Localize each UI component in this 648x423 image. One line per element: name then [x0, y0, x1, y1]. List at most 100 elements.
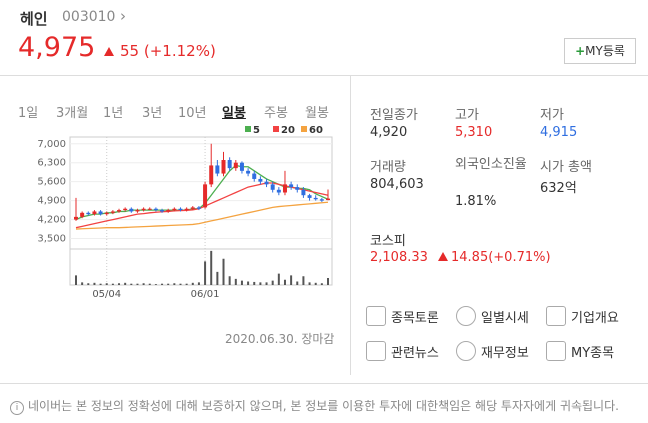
candle-body [129, 208, 134, 212]
index-change: 14.85(+0.71%) [438, 250, 551, 265]
volume-bar [93, 282, 96, 285]
volume-bar [216, 271, 219, 285]
candle-body [92, 211, 97, 215]
link[interactable]: 종목토론 [391, 311, 439, 326]
change-pct: (+1.12%) [143, 42, 216, 60]
stat-label: 전일종가 [370, 108, 418, 123]
volume-bar [124, 282, 127, 285]
tab[interactable]: 주봉 [264, 106, 288, 121]
volume-bar [154, 284, 157, 285]
candle-body [117, 210, 122, 212]
volume-bar [118, 283, 121, 285]
volume-bar [302, 276, 305, 285]
stat-value: 1.81% [455, 194, 497, 209]
y-tick-label: 4,200 [37, 215, 66, 226]
link-icon[interactable] [546, 341, 566, 361]
link[interactable]: 재무정보 [481, 346, 529, 361]
candle-body [178, 208, 183, 211]
volume-bar [167, 283, 170, 285]
candle-body [196, 207, 201, 209]
legend-swatch [245, 126, 251, 132]
legend-label: 20 [281, 125, 295, 136]
candle-body [160, 210, 165, 212]
legend-swatch [301, 126, 307, 132]
candle-body [227, 160, 232, 169]
index-change-pct: (+0.71%) [488, 250, 551, 265]
candle-body [86, 212, 91, 215]
tab[interactable]: 월봉 [305, 106, 329, 121]
disclaimer: i 네이버는 본 정보의 정확성에 대해 보증하지 않으며, 본 정보를 이용한 … [10, 397, 619, 415]
stock-name[interactable]: 헤인 [20, 10, 48, 28]
link-icon[interactable] [456, 306, 476, 326]
candle-body [319, 199, 324, 201]
my-button[interactable]: +MY등록 [564, 38, 636, 64]
x-tick-label: 05/04 [92, 289, 121, 300]
price-change: 55 (+1.12%) [104, 42, 216, 60]
volume-bar [191, 282, 194, 285]
y-tick-label: 5,600 [37, 177, 66, 188]
candle-body [74, 216, 78, 220]
volume-bar [204, 261, 207, 285]
link[interactable]: MY종목 [571, 346, 615, 361]
candle-body [326, 198, 330, 201]
candle-body [153, 208, 158, 211]
y-tick-label: 3,500 [37, 234, 66, 245]
tab[interactable]: 1년 [103, 106, 124, 121]
volume-bar [253, 281, 256, 285]
candle-body [295, 187, 300, 190]
arrow-icon[interactable]: › [120, 7, 126, 25]
x-tick-label: 06/01 [191, 289, 220, 300]
candle-body [215, 165, 220, 174]
tab[interactable]: 일봉 [222, 106, 246, 121]
tab[interactable]: 10년 [178, 106, 207, 121]
candle-body [289, 184, 294, 188]
volume-bar [259, 282, 262, 285]
volume-bar [111, 283, 114, 285]
volume-bar [277, 273, 280, 285]
candle-body [258, 178, 263, 182]
tab[interactable]: 1일 [18, 106, 39, 121]
volume-bar [283, 279, 286, 285]
link[interactable]: 일별시세 [481, 311, 529, 326]
volume-bar [314, 282, 317, 285]
index-value: 2,108.33 [370, 250, 428, 265]
chart: 7,000 6,300 5,600 4,900 4,200 3,500 05/04 06/01… [37, 125, 333, 300]
candle-body [80, 212, 85, 217]
plot-frame [69, 136, 333, 286]
chart-note: 2020.06.30. 장마감 [225, 332, 335, 346]
stat-label: 외국인소진율 [455, 157, 527, 172]
link-icon[interactable] [546, 306, 566, 326]
volume-bar [320, 283, 323, 285]
volume-bar [136, 283, 139, 285]
tab[interactable]: 3개월 [56, 106, 89, 121]
volume-bar [99, 283, 102, 285]
legend-swatch [273, 126, 279, 132]
link-icon[interactable] [366, 306, 386, 326]
link[interactable]: 기업개요 [571, 311, 619, 326]
divider [0, 75, 648, 76]
candle-body [166, 210, 171, 212]
stat-label: 거래량 [370, 160, 406, 175]
link-icon[interactable] [366, 341, 386, 361]
volume-bar [327, 278, 329, 285]
candle-body [104, 212, 109, 215]
index-change-value: 14.85 [451, 250, 489, 265]
stat-value: 804,603 [370, 177, 424, 192]
candle-body [221, 160, 226, 174]
candle-body [239, 162, 244, 171]
candle-body [147, 208, 152, 210]
candle-body [209, 165, 214, 185]
link-icon[interactable] [456, 341, 476, 361]
candle-body [184, 208, 189, 211]
legend-label: 60 [309, 125, 323, 136]
candle-body [264, 181, 269, 185]
link[interactable]: 관련뉴스 [391, 346, 439, 361]
tab[interactable]: 3년 [142, 106, 163, 121]
candle-body [98, 211, 103, 215]
volume-bar [185, 283, 188, 285]
change: 55 [120, 42, 140, 60]
stat-value: 4,915 [540, 125, 578, 140]
button-label: MY등록 [585, 44, 625, 58]
volume-bar [234, 278, 237, 285]
volume-bar [130, 283, 133, 285]
